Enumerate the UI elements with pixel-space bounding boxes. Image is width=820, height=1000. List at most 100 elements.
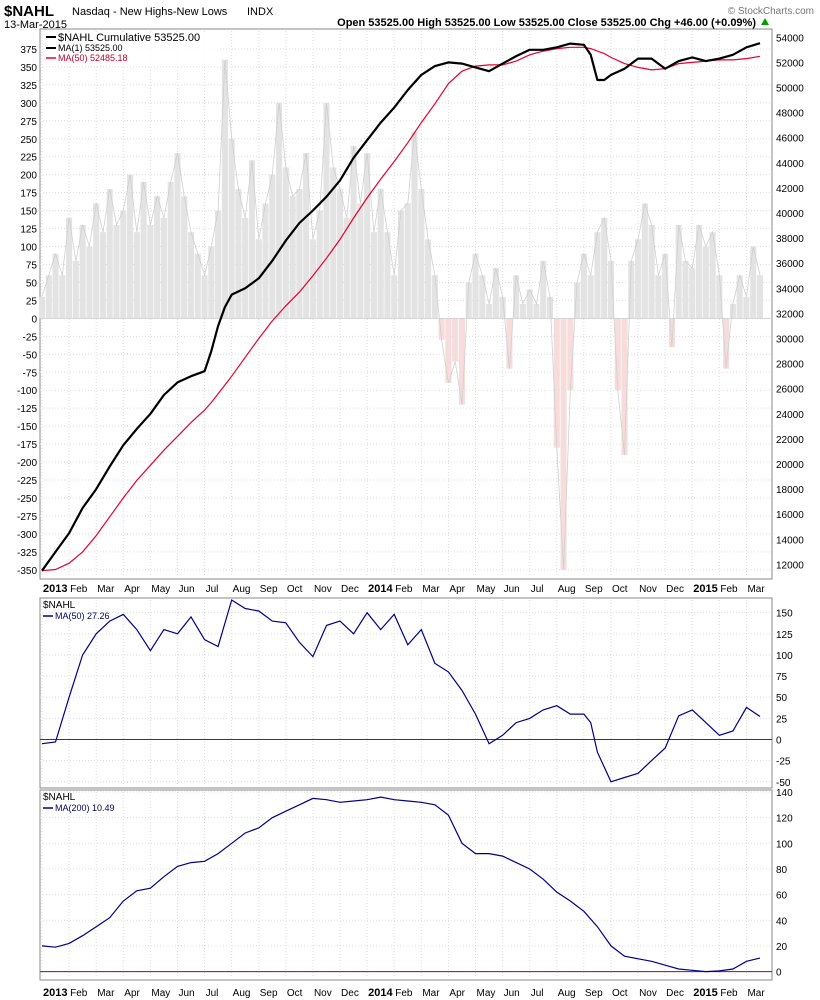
bottom-x-tick-label: Jun	[504, 988, 520, 999]
panel2-tick-label: 150	[776, 609, 793, 620]
bottom-x-tick-label: 2014	[368, 987, 393, 999]
daily-bar	[607, 260, 615, 319]
left-axis-tick-label: 275	[20, 117, 37, 128]
daily-bar	[756, 275, 764, 319]
daily-bar	[194, 253, 201, 319]
header-name: Nasdaq - New Highs-New Lows	[72, 6, 228, 18]
daily-bar	[641, 203, 648, 319]
daily-bar	[235, 189, 242, 319]
daily-bar	[648, 224, 655, 319]
header-date: 13-Mar-2015	[4, 19, 67, 31]
daily-bar	[526, 289, 533, 319]
panel3-tick-label: 0	[776, 968, 782, 979]
daily-bar	[140, 181, 147, 319]
daily-bar	[45, 275, 52, 319]
daily-bar	[458, 318, 466, 405]
ma200-line	[41, 796, 761, 973]
panel3-tick-label: 60	[776, 891, 788, 902]
left-axis-tick-label: -50	[23, 350, 38, 361]
daily-bar	[418, 189, 425, 319]
main-x-tick-label: Dec	[341, 584, 359, 595]
daily-bar	[221, 59, 228, 319]
daily-bar	[336, 189, 344, 319]
daily-bar	[215, 210, 222, 319]
bottom-x-tick-label: Apr	[124, 988, 140, 999]
daily-bar	[743, 296, 750, 319]
main-legend: $NAHL Cumulative 53525.00 MA(1) 53525.00…	[44, 32, 219, 66]
daily-bar	[750, 246, 757, 319]
left-axis-tick-label: 325	[20, 81, 37, 92]
right-axis-tick-label: 50000	[776, 83, 804, 94]
bottom-x-tick-label: Feb	[70, 988, 88, 999]
header-symbol: $NAHL	[4, 3, 54, 20]
left-axis-tick-label: 50	[26, 278, 38, 289]
header-exchange: INDX	[247, 6, 274, 18]
right-axis-tick-label: 12000	[776, 560, 804, 571]
watermark: © StockCharts.com	[728, 6, 814, 17]
main-x-tick-label: Oct	[612, 584, 628, 595]
daily-bar	[431, 275, 438, 319]
daily-bar	[309, 239, 316, 319]
left-axis-tick-label: 250	[20, 135, 37, 146]
daily-bar	[601, 217, 608, 319]
daily-bar	[370, 232, 377, 319]
ma50-main-line	[41, 46, 761, 572]
panel2-tick-label: 25	[776, 714, 788, 725]
main-x-tick-label: Sep	[260, 584, 278, 595]
panel3-tick-label: 140	[776, 788, 793, 799]
bottom-x-tick-label: Mar	[747, 988, 765, 999]
left-axis-tick-label: -300	[17, 530, 37, 541]
main-x-tick-label: Feb	[395, 584, 413, 595]
main-x-tick-label: Aug	[558, 584, 576, 595]
bottom-x-tick-label: 2015	[693, 987, 717, 999]
daily-bar	[269, 174, 276, 319]
main-legend-box	[44, 32, 219, 66]
daily-bar	[519, 304, 526, 319]
daily-bar	[621, 318, 628, 455]
main-x-tick-label: Jul	[531, 584, 544, 595]
legend-ma1: MA(1) 53525.00	[58, 43, 123, 53]
main-x-tick-label: Apr	[124, 584, 140, 595]
panel2-tick-label: -25	[776, 757, 791, 768]
daily-bar	[513, 275, 520, 319]
right-axis-tick-label: 18000	[776, 485, 804, 496]
legend-cumulative: $NAHL Cumulative 53525.00	[58, 32, 200, 44]
left-axis-tick-label: -250	[17, 494, 37, 505]
daily-bar	[452, 318, 459, 362]
left-axis-tick-label: 150	[20, 207, 37, 218]
daily-bar	[79, 224, 86, 319]
bottom-x-tick-label: Jul	[206, 988, 219, 999]
daily-bar	[391, 275, 398, 319]
daily-bar	[323, 102, 330, 319]
main-x-tick-label: Sep	[585, 584, 603, 595]
daily-bar	[702, 246, 709, 319]
bottom-x-tick-label: Aug	[233, 988, 251, 999]
daily-bar	[99, 232, 107, 319]
main-x-tick-label: Mar	[422, 584, 440, 595]
panel3-tick-label: 80	[776, 865, 788, 876]
panel2-tick-label: 50	[776, 693, 788, 704]
daily-bar	[208, 246, 215, 319]
main-x-tick-label: Feb	[720, 584, 738, 595]
daily-bar	[330, 167, 337, 319]
bottom-x-tick-label: Feb	[720, 988, 738, 999]
daily-bar	[72, 260, 79, 319]
up-arrow-icon	[761, 18, 769, 25]
daily-bar	[540, 260, 547, 319]
left-axis-tick-label: 75	[26, 260, 38, 271]
left-axis-tick-label: -150	[17, 422, 37, 433]
daily-bar	[492, 268, 499, 319]
daily-bar	[296, 189, 303, 319]
daily-bar	[587, 275, 594, 319]
main-x-tick-label: Nov	[314, 584, 332, 595]
daily-bar	[695, 224, 703, 319]
ma50-panel-frame	[39, 597, 773, 789]
legend-ma50: MA(50) 27.26	[55, 611, 110, 621]
main-x-tick-label: 2015	[693, 583, 717, 595]
daily-bar	[397, 210, 405, 319]
bottom-x-tick-label: Mar	[422, 988, 440, 999]
right-axis-tick-label: 46000	[776, 134, 804, 145]
daily-bar	[228, 138, 235, 319]
left-axis-tick-label: 375	[20, 45, 37, 56]
bottom-x-tick-label: 2013	[43, 987, 67, 999]
